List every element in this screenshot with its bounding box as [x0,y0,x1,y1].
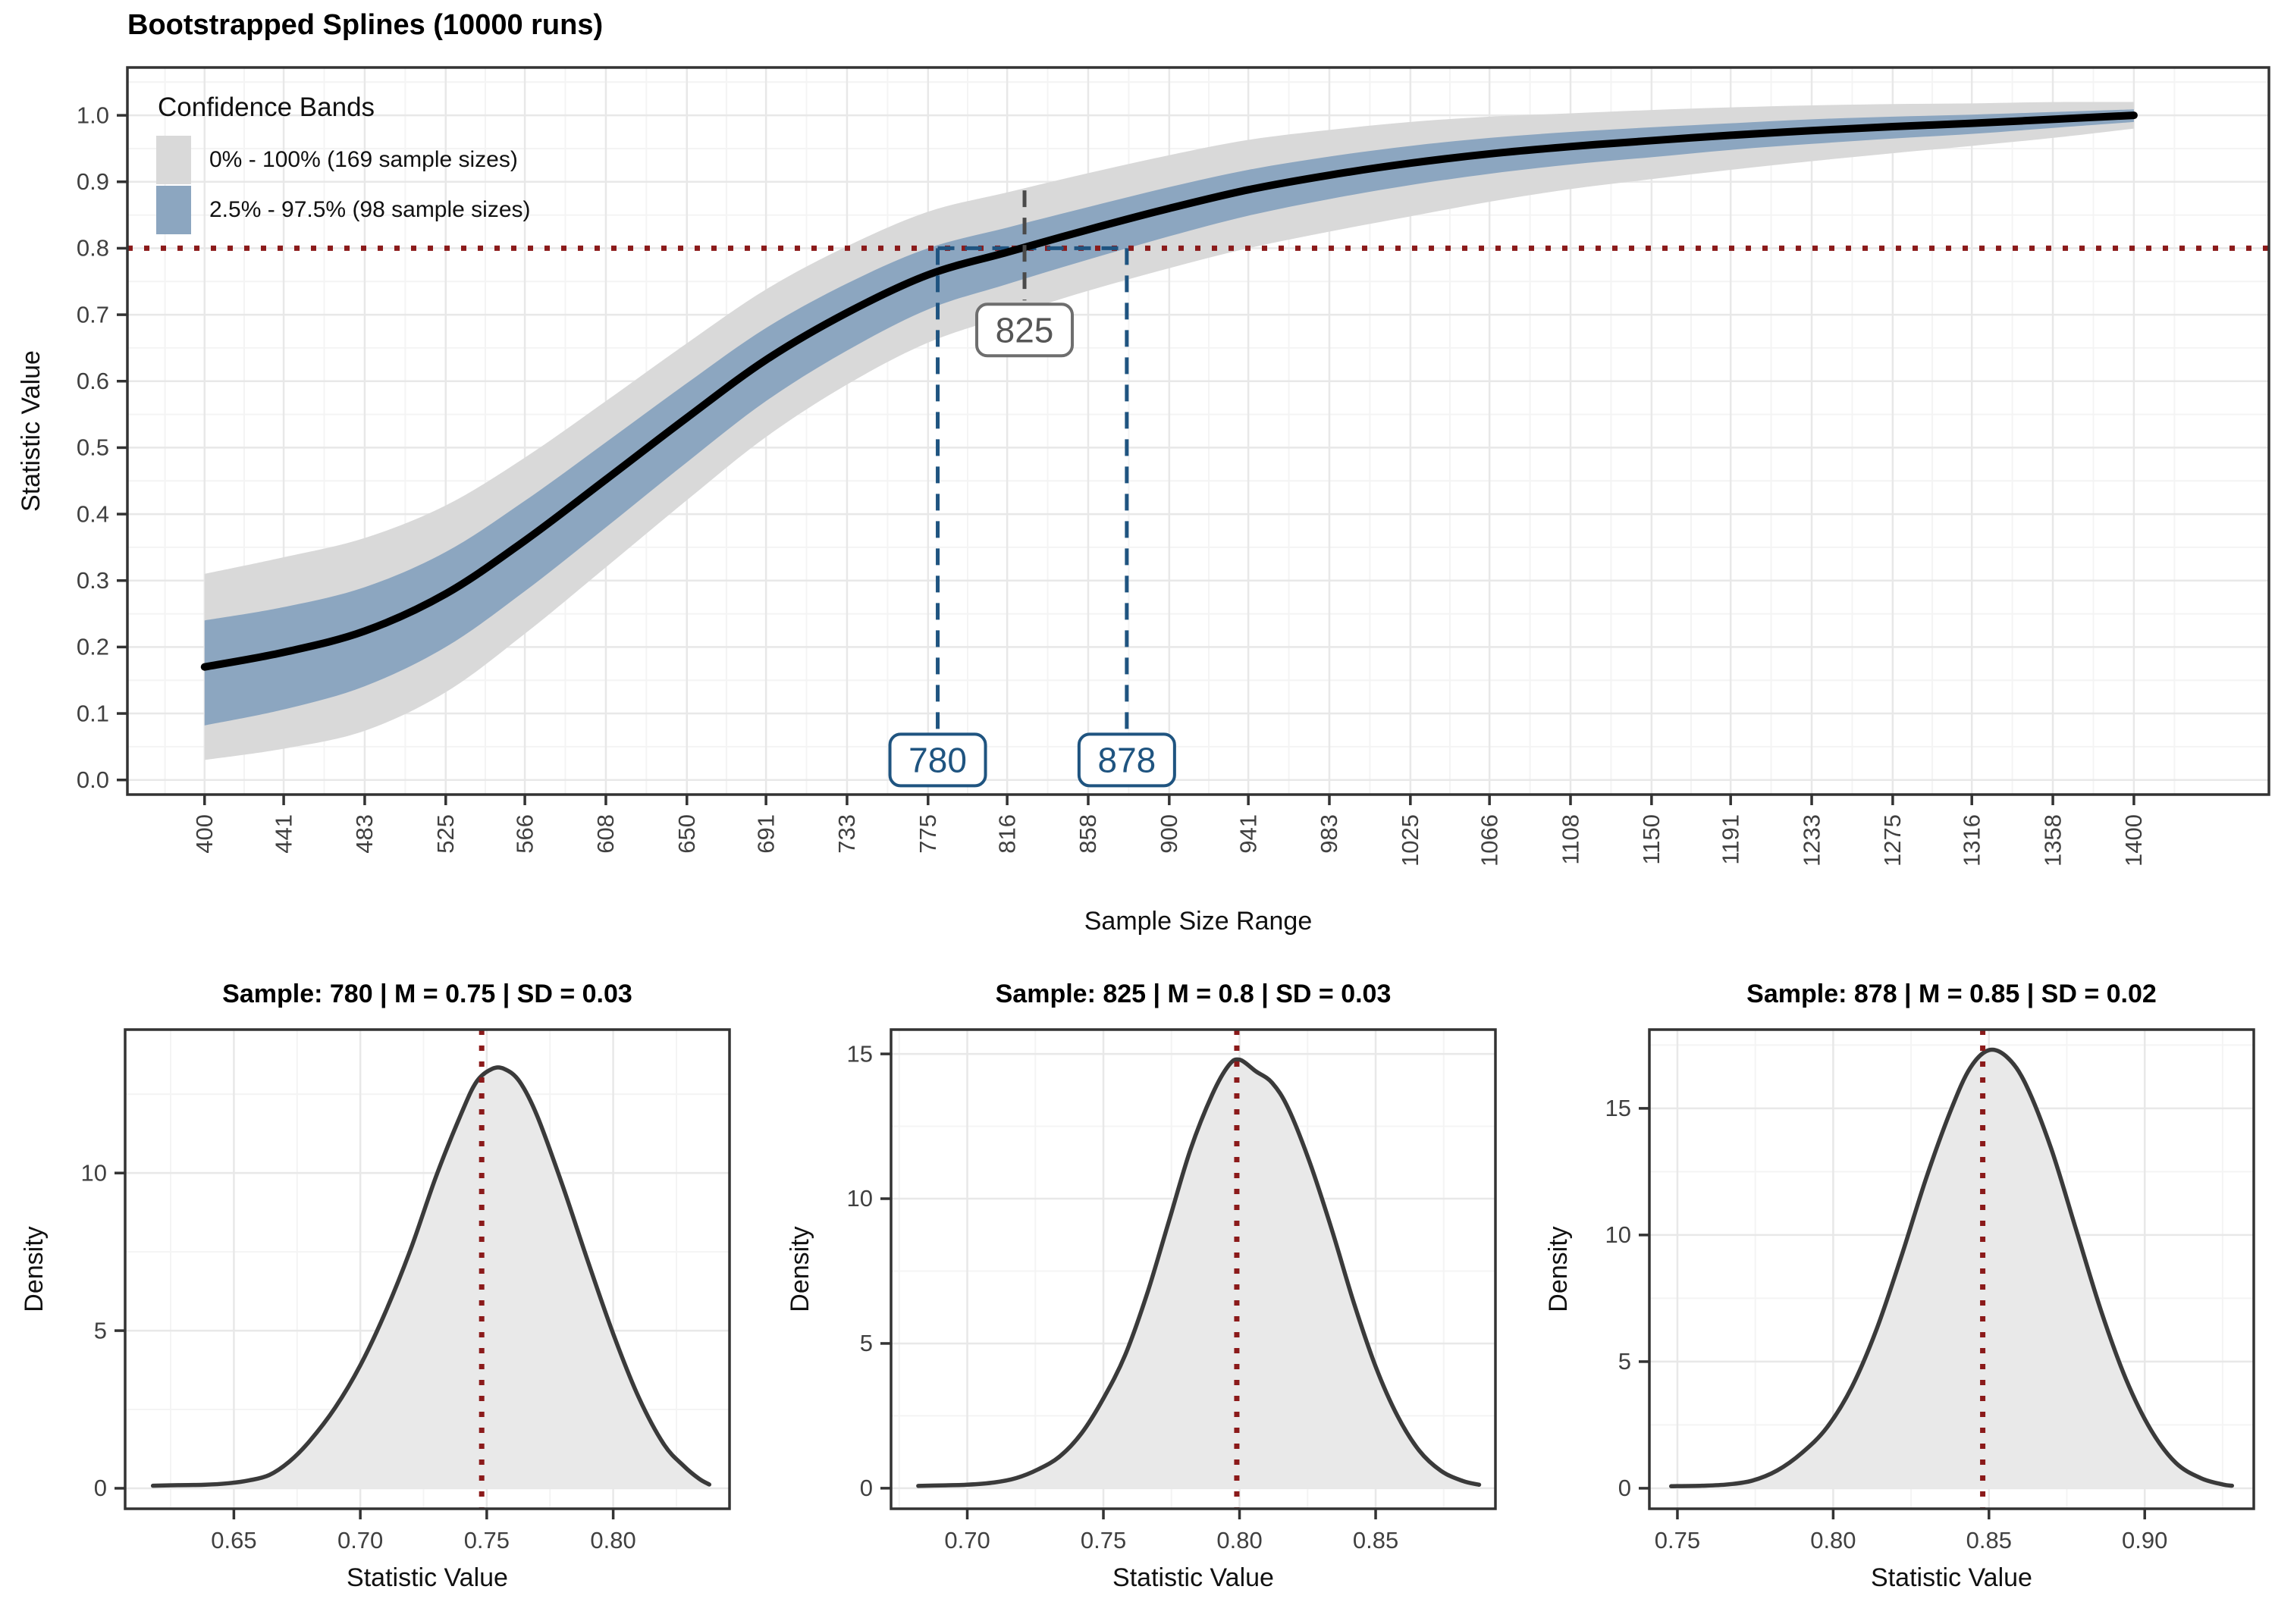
inner-band-swatch [156,186,191,234]
svg-text:15: 15 [847,1040,873,1067]
svg-text:0.80: 0.80 [590,1527,635,1553]
svg-text:0.6: 0.6 [77,368,109,394]
svg-text:0.0: 0.0 [77,767,109,793]
svg-text:5: 5 [94,1317,107,1343]
legend-label-inner-band: 2.5% - 97.5% (98 sample sizes) [209,197,531,222]
density-780-y-axis-label: Density [20,1226,49,1312]
svg-text:525: 525 [432,814,459,854]
legend-entry-outer-band: 0% - 100% (169 sample sizes) [156,135,531,185]
density-825-canvas: 0.70 0.75 0.80 0.85 0 5 10 15 [847,1028,1497,1553]
density-780-canvas: 0.65 0.70 0.75 0.80 0 5 10 [81,1028,731,1553]
svg-text:0.80: 0.80 [1216,1527,1262,1553]
density-780-x-axis-label: Statistic Value [347,1563,508,1592]
legend-entry-inner-band: 2.5% - 97.5% (98 sample sizes) [156,185,531,235]
svg-text:941: 941 [1235,814,1261,854]
svg-text:10: 10 [1605,1221,1631,1248]
density-825-title: Sample: 825 | M = 0.8 | SD = 0.03 [995,980,1392,1008]
svg-text:900: 900 [1156,814,1182,854]
svg-text:1233: 1233 [1798,814,1825,867]
svg-text:1316: 1316 [1958,814,1985,867]
svg-text:0.75: 0.75 [1655,1527,1700,1553]
main-x-axis-label: Sample Size Range [1084,907,1313,936]
svg-text:0.3: 0.3 [77,567,109,594]
legend-label-outer-band: 0% - 100% (169 sample sizes) [209,147,518,172]
svg-text:0.7: 0.7 [77,301,109,328]
svg-text:1025: 1025 [1397,814,1423,867]
svg-text:1400: 1400 [2120,814,2147,867]
svg-text:878: 878 [1097,741,1156,780]
spline-chart: Bootstrapped Splines (10000 runs) 780 878… [17,9,2270,936]
svg-text:0.70: 0.70 [944,1527,990,1553]
density-878-canvas: 0.75 0.80 0.85 0.90 0 5 10 15 [1605,1028,2255,1553]
legend-title: Confidence Bands [158,92,375,122]
density-878-x-axis-label: Statistic Value [1871,1563,2032,1592]
density-chart-825: Sample: 825 | M = 0.8 | SD = 0.03 0.70 0.… [766,963,1524,1624]
svg-text:0: 0 [1618,1475,1631,1501]
svg-text:5: 5 [1618,1348,1631,1375]
svg-text:0.1: 0.1 [77,700,109,726]
svg-text:0.2: 0.2 [77,634,109,660]
svg-text:0.85: 0.85 [1353,1527,1398,1553]
svg-text:775: 775 [915,814,941,854]
svg-text:650: 650 [673,814,700,854]
svg-text:400: 400 [191,814,218,854]
svg-text:780: 780 [908,741,967,780]
main-chart-title: Bootstrapped Splines (10000 runs) [127,9,604,41]
svg-text:441: 441 [270,814,297,854]
svg-text:733: 733 [833,814,860,854]
svg-text:5: 5 [860,1330,873,1356]
svg-text:0.65: 0.65 [211,1527,256,1553]
svg-text:15: 15 [1605,1095,1631,1121]
svg-text:0.75: 0.75 [464,1527,510,1553]
svg-text:10: 10 [847,1185,873,1212]
svg-text:608: 608 [592,814,619,854]
svg-text:983: 983 [1316,814,1342,854]
svg-text:0.9: 0.9 [77,168,109,195]
spline-plot-canvas: 780 878 825 400 441 483 525 566 608 650 691 733 775 8… [77,66,2270,867]
svg-text:0.80: 0.80 [1810,1527,1856,1553]
svg-text:691: 691 [752,814,779,854]
density-780-title: Sample: 780 | M = 0.75 | SD = 0.03 [222,980,632,1008]
svg-text:1150: 1150 [1638,814,1665,865]
svg-text:0: 0 [94,1475,107,1501]
svg-text:566: 566 [511,814,538,854]
svg-text:1.0: 1.0 [77,102,109,128]
density-chart-780: Sample: 780 | M = 0.75 | SD = 0.03 0.65 0… [0,963,766,1624]
density-878-y-axis-label: Density [1544,1226,1573,1312]
legend: Confidence Bands 0% - 100% (169 sample s… [156,92,531,235]
svg-text:1108: 1108 [1557,814,1583,865]
svg-text:483: 483 [351,814,378,854]
svg-text:0.85: 0.85 [1966,1527,2012,1553]
svg-text:0.8: 0.8 [77,235,109,262]
density-825-y-axis-label: Density [786,1226,814,1312]
main-y-axis-label: Statistic Value [17,350,46,512]
svg-text:0.5: 0.5 [77,434,109,461]
svg-text:0.70: 0.70 [337,1527,383,1553]
svg-text:825: 825 [996,310,1054,350]
svg-text:1358: 1358 [2039,814,2066,867]
svg-text:816: 816 [993,814,1020,854]
svg-text:1275: 1275 [1879,814,1906,867]
svg-text:858: 858 [1075,814,1101,854]
outer-band-swatch [156,136,191,184]
density-878-title: Sample: 878 | M = 0.85 | SD = 0.02 [1746,980,2157,1008]
svg-text:1066: 1066 [1476,814,1502,867]
svg-text:0.90: 0.90 [2122,1527,2167,1553]
svg-text:1191: 1191 [1717,814,1743,865]
svg-text:0.75: 0.75 [1081,1527,1126,1553]
svg-text:0: 0 [860,1475,873,1501]
svg-text:10: 10 [81,1159,107,1186]
density-chart-878: Sample: 878 | M = 0.85 | SD = 0.02 0.75 0… [1524,963,2275,1624]
svg-text:0.4: 0.4 [77,500,109,527]
density-825-x-axis-label: Statistic Value [1112,1563,1274,1592]
